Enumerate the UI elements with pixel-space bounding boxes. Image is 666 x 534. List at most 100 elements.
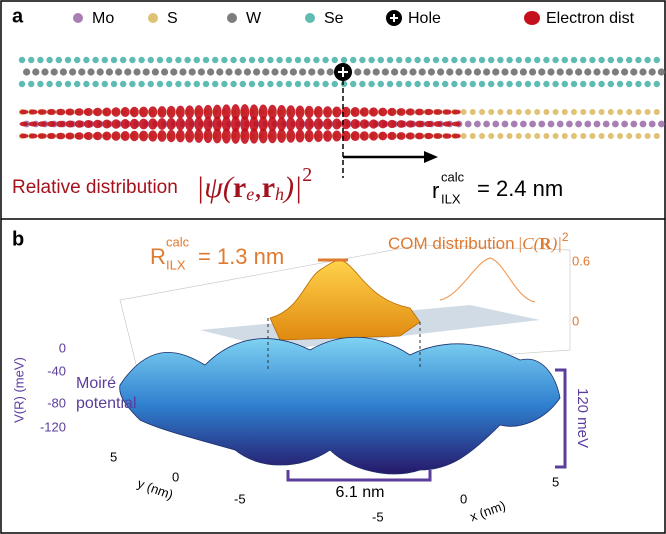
atom: [97, 68, 104, 75]
electron-blob: [231, 128, 240, 144]
atom: [603, 68, 610, 75]
atom: [332, 57, 338, 63]
atom: [543, 81, 549, 87]
atom: [267, 57, 273, 63]
atom: [276, 81, 282, 87]
atom: [492, 121, 499, 128]
atom: [230, 81, 236, 87]
atom: [161, 68, 168, 75]
electron-blob: [112, 107, 121, 116]
atom: [461, 109, 467, 115]
atom: [580, 109, 586, 115]
atom: [166, 81, 172, 87]
atom: [557, 121, 564, 128]
atom: [74, 81, 80, 87]
atom: [327, 68, 334, 75]
electron-blob: [378, 120, 387, 129]
electron-blob: [20, 122, 29, 127]
atom: [157, 57, 163, 63]
atom: [571, 81, 577, 87]
atom: [516, 57, 522, 63]
z-tick: 0: [59, 340, 66, 355]
atom: [322, 81, 328, 87]
electron-blob: [102, 132, 111, 141]
atom: [571, 133, 577, 139]
atom: [262, 68, 269, 75]
atom: [543, 133, 549, 139]
atom: [286, 57, 292, 63]
atom: [525, 81, 531, 87]
atom: [562, 109, 568, 115]
electron-blob: [378, 108, 387, 117]
electron-blob: [38, 133, 47, 139]
electron-blob: [176, 118, 185, 131]
x-axis-label: x (nm): [468, 498, 508, 525]
electron-blob: [158, 130, 167, 142]
atom: [249, 81, 255, 87]
electron-blob: [29, 121, 38, 126]
formula-part: R: [539, 234, 552, 253]
atom: [488, 81, 494, 87]
radius-sub: ILX: [441, 191, 461, 206]
atom: [433, 81, 439, 87]
electron-blob: [296, 118, 305, 131]
atom: [405, 57, 411, 63]
formula-part: |ψ(: [196, 171, 235, 204]
atom: [437, 68, 444, 75]
electron-blob: [84, 120, 93, 128]
atom: [400, 68, 407, 75]
electron-blob: [424, 109, 433, 115]
atom: [378, 57, 384, 63]
electron-blob: [332, 130, 341, 141]
legend-swatch: [148, 13, 158, 23]
atom: [538, 121, 545, 128]
y-tick: 5: [110, 449, 117, 464]
relative-label: Relative distribution: [12, 177, 178, 198]
legend-label: Mo: [92, 10, 114, 27]
atom: [184, 81, 190, 87]
atom: [497, 109, 503, 115]
electron-blob: [158, 118, 167, 130]
atom: [479, 81, 485, 87]
atom: [553, 109, 559, 115]
electron-blob: [29, 109, 38, 114]
atom: [299, 68, 306, 75]
electron-blob: [185, 129, 194, 142]
electron-blob: [130, 131, 139, 141]
atom: [350, 57, 356, 63]
atom: [221, 57, 227, 63]
atom: [617, 81, 623, 87]
electron-blob: [452, 110, 461, 115]
electron-blob: [360, 107, 369, 117]
atom: [465, 121, 472, 128]
com-label-text: COM distribution: [388, 234, 515, 253]
atom: [470, 81, 476, 87]
atom: [304, 57, 310, 63]
electron-blob: [314, 130, 323, 142]
atom: [424, 57, 430, 63]
electron-blob: [148, 130, 157, 141]
atom: [451, 81, 457, 87]
y-tick: -5: [234, 491, 246, 506]
atom: [483, 121, 490, 128]
atom: [304, 81, 310, 87]
atom: [479, 133, 485, 139]
electron-blob: [240, 128, 249, 144]
com-tick: 0.6: [572, 253, 590, 268]
electron-blob: [277, 105, 286, 119]
atom: [124, 68, 131, 75]
com-label: COM distribution|C(R)|2: [388, 230, 569, 253]
electron-blob: [424, 121, 433, 127]
atom: [363, 68, 370, 75]
atom: [120, 81, 126, 87]
atom: [593, 68, 600, 75]
electron-blob: [360, 119, 369, 129]
atom: [497, 81, 503, 87]
atom: [83, 81, 89, 87]
electron-blob: [397, 108, 406, 116]
atom: [626, 81, 632, 87]
atom: [69, 68, 76, 75]
electron-blob: [332, 118, 341, 129]
z-tick: -120: [40, 419, 66, 434]
atom: [470, 57, 476, 63]
